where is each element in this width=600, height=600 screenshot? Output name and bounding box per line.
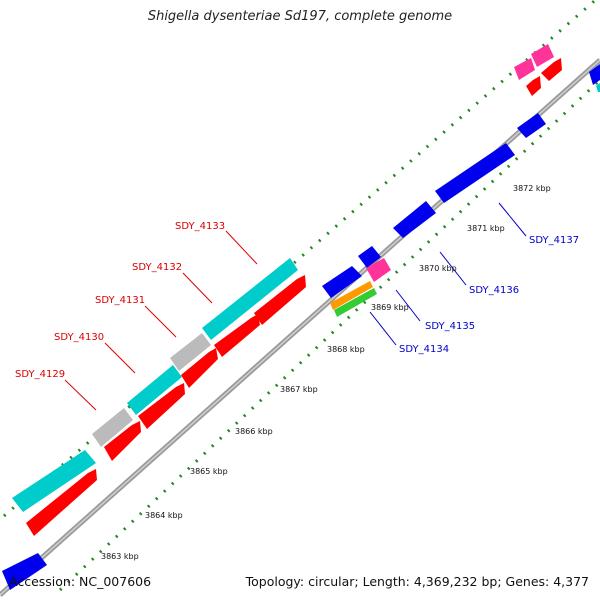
map-title: Shigella dysenteriae Sd197, complete gen… (147, 9, 453, 24)
gene-feature[interactable] (322, 266, 362, 298)
gene-label-sdy-4131[interactable]: SDY_4131 (95, 295, 145, 306)
inner-tick-track (58, 78, 600, 592)
scale-label: 3869 kbp (371, 303, 409, 312)
leader-line (439, 251, 467, 286)
gene-feature[interactable] (214, 314, 260, 357)
gene-feature[interactable] (254, 275, 306, 325)
gene-label-sdy-4134[interactable]: SDY_4134 (399, 344, 449, 355)
gene-feature[interactable] (202, 258, 298, 340)
scale-label: 3868 kbp (327, 345, 365, 354)
gene-feature[interactable] (435, 143, 515, 203)
gene-label-sdy-4136[interactable]: SDY_4136 (469, 285, 519, 296)
leader-line (144, 305, 177, 338)
gene-feature[interactable] (526, 76, 541, 96)
gene-feature[interactable] (366, 258, 391, 282)
scale-label: 3870 kbp (419, 264, 457, 273)
gene-label-sdy-4130[interactable]: SDY_4130 (54, 332, 104, 343)
gene-feature[interactable] (138, 383, 185, 429)
gene-label-sdy-4132[interactable]: SDY_4132 (132, 262, 182, 273)
genome-summary-text: Topology: circular; Length: 4,369,232 bp… (245, 574, 589, 589)
gene-feature[interactable] (393, 201, 436, 238)
gene-feature[interactable] (12, 450, 96, 512)
gene-feature[interactable] (358, 246, 381, 268)
scale-label: 3867 kbp (280, 385, 318, 394)
scale-label: 3871 kbp (467, 224, 505, 233)
gene-feature[interactable] (26, 469, 97, 536)
accession-text: Accession: NC_007606 (9, 574, 152, 589)
scale-label: 3864 kbp (145, 511, 183, 520)
outer-tick-track (3, 0, 598, 518)
scale-label: 3866 kbp (235, 427, 273, 436)
gene-feature[interactable] (170, 333, 211, 371)
gene-feature[interactable] (127, 365, 182, 415)
gene-feature[interactable] (589, 64, 600, 85)
gene-feature[interactable] (531, 44, 554, 67)
gene-label-sdy-4137[interactable]: SDY_4137 (529, 235, 579, 246)
leader-line (498, 202, 527, 237)
gene-feature[interactable] (541, 58, 562, 81)
gene-feature[interactable] (104, 421, 141, 461)
gene-label-sdy-4133[interactable]: SDY_4133 (175, 221, 225, 232)
gene-label-sdy-4129[interactable]: SDY_4129 (15, 369, 65, 380)
gene-feature[interactable] (334, 288, 377, 317)
leader-line (104, 342, 136, 374)
scale-label: 3872 kbp (513, 184, 551, 193)
gene-feature[interactable] (330, 281, 373, 310)
gene-feature[interactable] (92, 408, 133, 447)
scale-label: 3863 kbp (101, 552, 139, 561)
leader-line (395, 289, 421, 322)
gene-feature[interactable] (596, 83, 600, 92)
leader-line (369, 311, 397, 346)
gene-feature[interactable] (181, 348, 218, 388)
gene-label-sdy-4135[interactable]: SDY_4135 (425, 321, 475, 332)
genome-backbone-highlight (0, 59, 600, 596)
scale-label: 3865 kbp (190, 467, 228, 476)
gene-feature[interactable] (517, 113, 546, 138)
gene-feature[interactable] (2, 553, 47, 590)
leader-line (182, 272, 213, 304)
leader-line (225, 230, 258, 265)
gene-feature[interactable] (514, 58, 535, 80)
leader-line (64, 379, 97, 411)
